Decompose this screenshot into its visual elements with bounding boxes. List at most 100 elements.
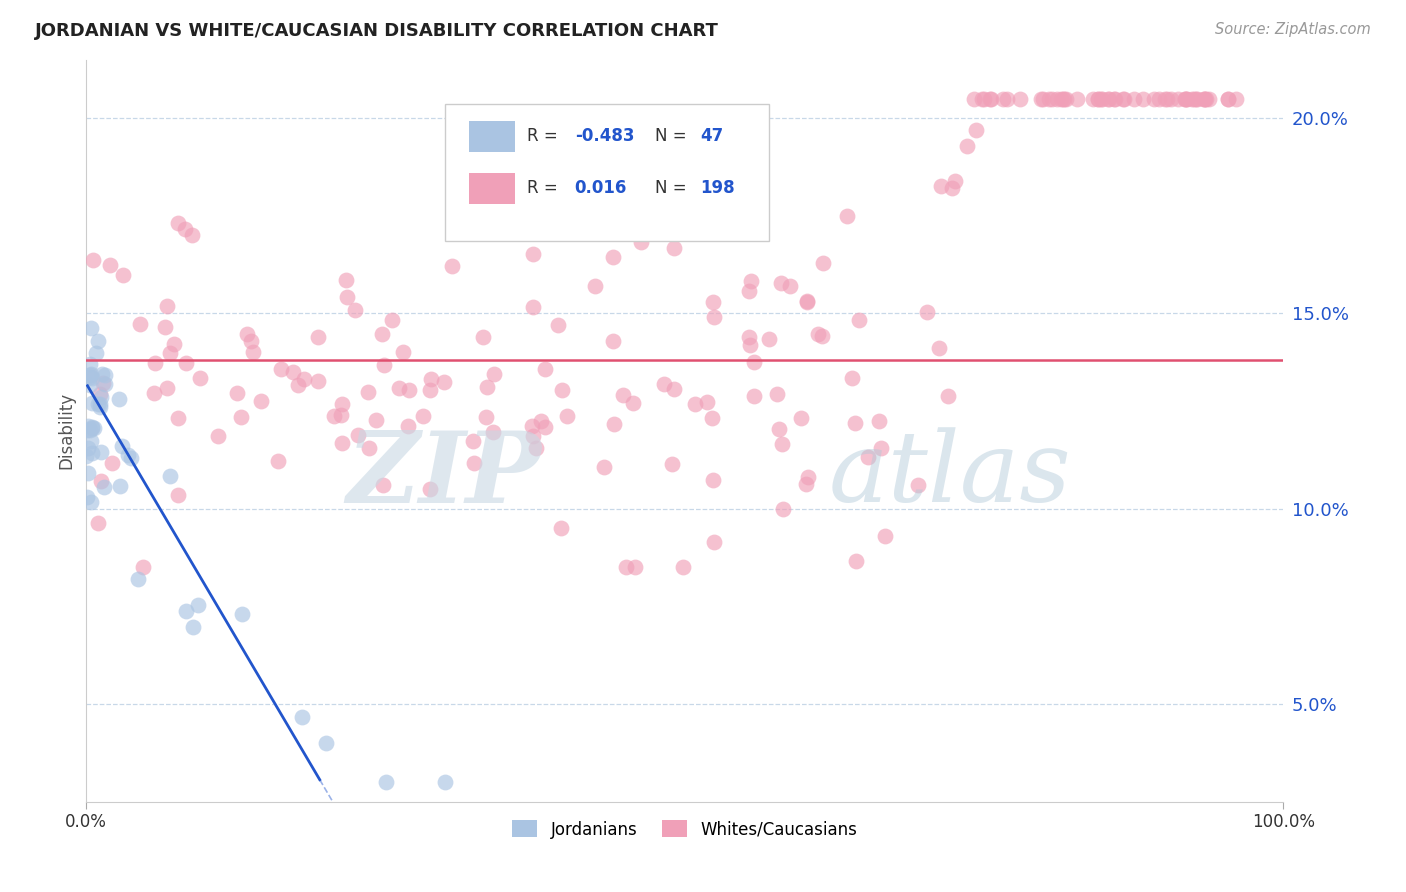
Point	[980, 92, 1002, 106]
Point	[1147, 92, 1170, 106]
Point	[550, 521, 572, 535]
Point	[307, 330, 329, 344]
Point	[167, 216, 190, 230]
Point	[703, 535, 725, 549]
Point	[80, 434, 103, 449]
Point	[330, 397, 353, 411]
Point	[555, 409, 578, 424]
Point	[915, 305, 938, 319]
Point	[143, 356, 166, 370]
Point	[963, 92, 986, 106]
Point	[108, 479, 131, 493]
Point	[87, 397, 110, 411]
Point	[357, 441, 380, 455]
Point	[928, 341, 950, 355]
Point	[811, 329, 834, 343]
Point	[250, 394, 273, 409]
Point	[188, 371, 211, 385]
Point	[1050, 92, 1073, 106]
Point	[80, 368, 103, 382]
Point	[1143, 92, 1166, 106]
Point	[181, 228, 204, 243]
Text: N =: N =	[655, 127, 692, 145]
Point	[281, 365, 304, 379]
Point	[343, 302, 366, 317]
Point	[702, 474, 724, 488]
Point	[1046, 92, 1069, 106]
Point	[1195, 92, 1218, 106]
Point	[77, 441, 100, 455]
Point	[766, 387, 789, 401]
Point	[811, 256, 834, 270]
Point	[111, 439, 134, 453]
Point	[374, 775, 396, 789]
Point	[807, 327, 830, 342]
Point	[1042, 92, 1064, 106]
Point	[520, 418, 543, 433]
Point	[1054, 92, 1077, 106]
Text: JORDANIAN VS WHITE/CAUCASIAN DISABILITY CORRELATION CHART: JORDANIAN VS WHITE/CAUCASIAN DISABILITY …	[35, 22, 718, 40]
Text: 0.016: 0.016	[575, 179, 627, 197]
Point	[166, 488, 188, 502]
Point	[128, 318, 150, 332]
Point	[936, 389, 959, 403]
Point	[602, 250, 624, 264]
Point	[77, 418, 100, 433]
Point	[159, 468, 181, 483]
Point	[80, 396, 103, 410]
Point	[323, 409, 346, 423]
Point	[80, 419, 103, 434]
Point	[332, 436, 354, 450]
Point	[366, 413, 388, 427]
Point	[742, 354, 765, 368]
Point	[1177, 92, 1199, 106]
Point	[1112, 92, 1135, 106]
Point	[662, 241, 685, 255]
Point	[1156, 92, 1178, 106]
Point	[702, 294, 724, 309]
FancyBboxPatch shape	[446, 104, 769, 242]
Point	[89, 386, 111, 401]
Point	[75, 449, 97, 463]
Point	[742, 389, 765, 403]
Point	[522, 247, 544, 261]
Point	[267, 454, 290, 468]
Y-axis label: Disability: Disability	[58, 392, 75, 469]
Point	[738, 285, 761, 299]
Point	[89, 400, 111, 414]
Point	[797, 469, 820, 483]
Point	[703, 310, 725, 325]
Point	[1066, 92, 1088, 106]
Point	[94, 377, 117, 392]
Point	[1194, 92, 1216, 106]
Point	[868, 414, 890, 428]
Point	[156, 299, 179, 313]
Point	[112, 268, 135, 282]
Point	[1104, 92, 1126, 106]
Point	[965, 123, 987, 137]
Point	[1087, 92, 1109, 106]
Point	[91, 376, 114, 390]
Point	[132, 560, 155, 574]
Point	[83, 421, 105, 435]
Point	[79, 423, 101, 437]
Point	[117, 448, 139, 462]
Point	[330, 409, 353, 423]
Point	[270, 362, 292, 376]
Point	[471, 330, 494, 344]
Point	[970, 92, 993, 106]
Point	[740, 338, 762, 352]
Point	[1174, 92, 1197, 106]
Point	[174, 222, 197, 236]
Point	[1194, 92, 1216, 106]
Point	[551, 383, 574, 397]
Point	[347, 428, 370, 442]
Point	[995, 92, 1018, 106]
Point	[1032, 92, 1054, 106]
Point	[76, 466, 98, 480]
Point	[672, 560, 695, 574]
Point	[907, 477, 929, 491]
Point	[357, 385, 380, 400]
Point	[475, 410, 498, 425]
Point	[1102, 92, 1125, 106]
